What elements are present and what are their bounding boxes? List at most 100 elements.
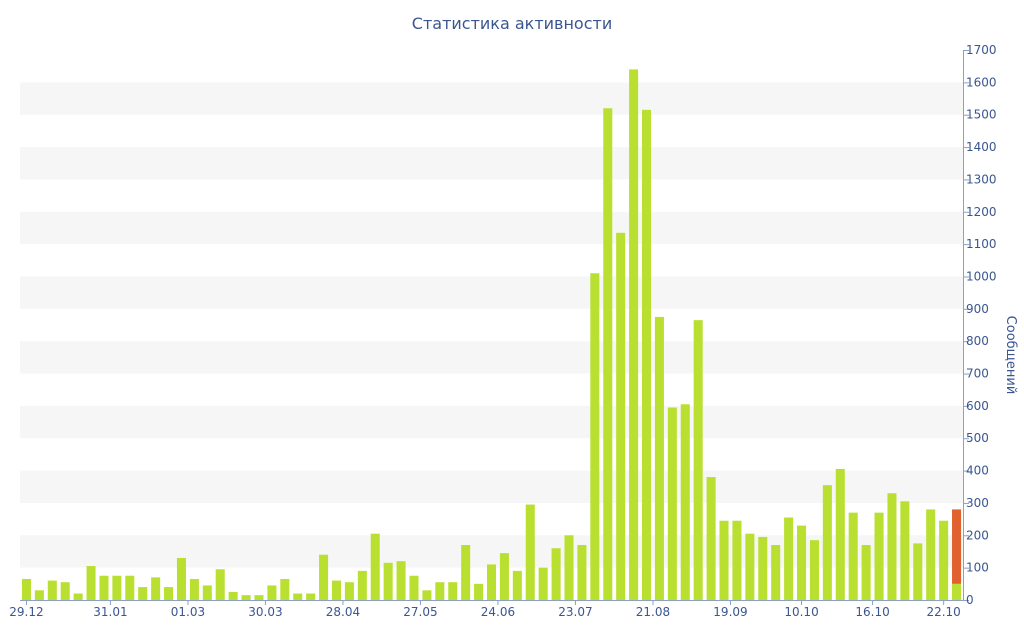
bar <box>306 593 316 600</box>
x-tick-label: 29.12 <box>9 605 43 619</box>
bar <box>215 569 225 600</box>
bar <box>822 485 832 600</box>
bar <box>874 512 884 600</box>
y-tick-label: 1200 <box>966 205 997 219</box>
y-tick-label: 900 <box>966 302 989 316</box>
x-axis-ticks: 29.12 31.01 01.03 30.03 28.04 27.05 24.06 23.07… <box>9 600 961 619</box>
bar <box>267 585 277 600</box>
y-tick-label: 0 <box>966 593 974 607</box>
bar <box>396 561 406 600</box>
bar <box>370 533 380 600</box>
y-tick-label: 1300 <box>966 172 997 186</box>
y-tick-label: 1400 <box>966 140 997 154</box>
bar <box>939 520 949 600</box>
bar <box>60 582 70 600</box>
bar <box>319 554 329 600</box>
bar <box>538 567 548 600</box>
x-tick-label: 28.04 <box>326 605 360 619</box>
bar <box>551 548 561 600</box>
grid-band <box>20 211 963 245</box>
bar <box>164 587 174 600</box>
y-tick-label: 700 <box>966 367 989 381</box>
bar <box>189 578 199 600</box>
y-tick-label: 500 <box>966 431 989 445</box>
grid-band <box>20 405 963 439</box>
bar <box>435 582 445 600</box>
bar <box>616 232 626 600</box>
bar <box>913 543 923 600</box>
bar <box>73 593 83 600</box>
bar <box>758 536 768 600</box>
bar <box>797 525 807 600</box>
bar <box>629 69 639 601</box>
y-tick-label: 400 <box>966 464 989 478</box>
grid-band <box>20 535 963 568</box>
bars <box>21 69 962 601</box>
x-tick-label: 24.06 <box>481 605 515 619</box>
bar <box>771 545 781 600</box>
chart-title: Статистика активности <box>411 14 613 33</box>
x-tick-label: 01.03 <box>171 605 205 619</box>
y-tick-label: 200 <box>966 528 989 542</box>
grid-band <box>20 147 963 180</box>
bar <box>47 580 57 600</box>
bar <box>176 557 186 600</box>
bar <box>693 320 703 600</box>
bar <box>422 590 432 600</box>
y-axis-ticks: 0 100 200 300 400 500 600 700 800 900 1000 1100 1200… <box>963 43 997 607</box>
bar <box>603 108 613 600</box>
grid-band <box>20 276 963 309</box>
bar <box>202 585 212 600</box>
grid-band <box>20 470 963 503</box>
grid-band <box>20 82 963 115</box>
x-tick-label: 30.03 <box>248 605 282 619</box>
grid-band <box>20 341 963 374</box>
y-tick-label: 1600 <box>966 75 997 89</box>
y-tick-label: 1500 <box>966 108 997 122</box>
x-tick-label: 21.08 <box>636 605 670 619</box>
bar <box>293 593 303 600</box>
bar <box>719 520 729 600</box>
bar <box>448 582 458 600</box>
bar <box>848 512 858 600</box>
y-tick-label: 1100 <box>966 237 997 251</box>
bar <box>926 509 936 600</box>
grid-bands <box>20 82 963 568</box>
bar <box>784 517 794 600</box>
x-tick-label: 27.05 <box>403 605 437 619</box>
bar <box>861 545 871 600</box>
highlight-bar <box>952 509 962 584</box>
bar <box>499 553 509 600</box>
x-tick-label: 10.10 <box>784 605 818 619</box>
bar <box>34 590 44 600</box>
x-tick-label: 31.01 <box>93 605 127 619</box>
bar <box>590 273 600 600</box>
bar <box>254 595 264 600</box>
bar <box>900 501 910 600</box>
bar <box>241 595 251 600</box>
bar <box>809 540 819 600</box>
bar <box>835 468 845 600</box>
bar <box>331 580 342 600</box>
y-tick-label: 800 <box>966 334 989 348</box>
bar <box>357 570 367 600</box>
bar <box>641 109 652 601</box>
bar <box>654 316 664 600</box>
bar <box>112 575 122 600</box>
bar <box>706 477 716 600</box>
bar <box>887 493 897 600</box>
y-tick-label: 100 <box>966 561 989 575</box>
y-tick-label: 1700 <box>966 43 997 57</box>
bar <box>732 520 742 600</box>
bar <box>383 562 393 600</box>
y-tick-label: 600 <box>966 399 989 413</box>
bar <box>461 545 471 600</box>
bar <box>525 504 535 600</box>
y-axis-title: Сообщений <box>1003 316 1018 395</box>
bar <box>86 566 96 600</box>
bar <box>745 533 755 600</box>
bar <box>409 575 419 600</box>
bar <box>952 583 962 600</box>
bar <box>344 582 354 600</box>
